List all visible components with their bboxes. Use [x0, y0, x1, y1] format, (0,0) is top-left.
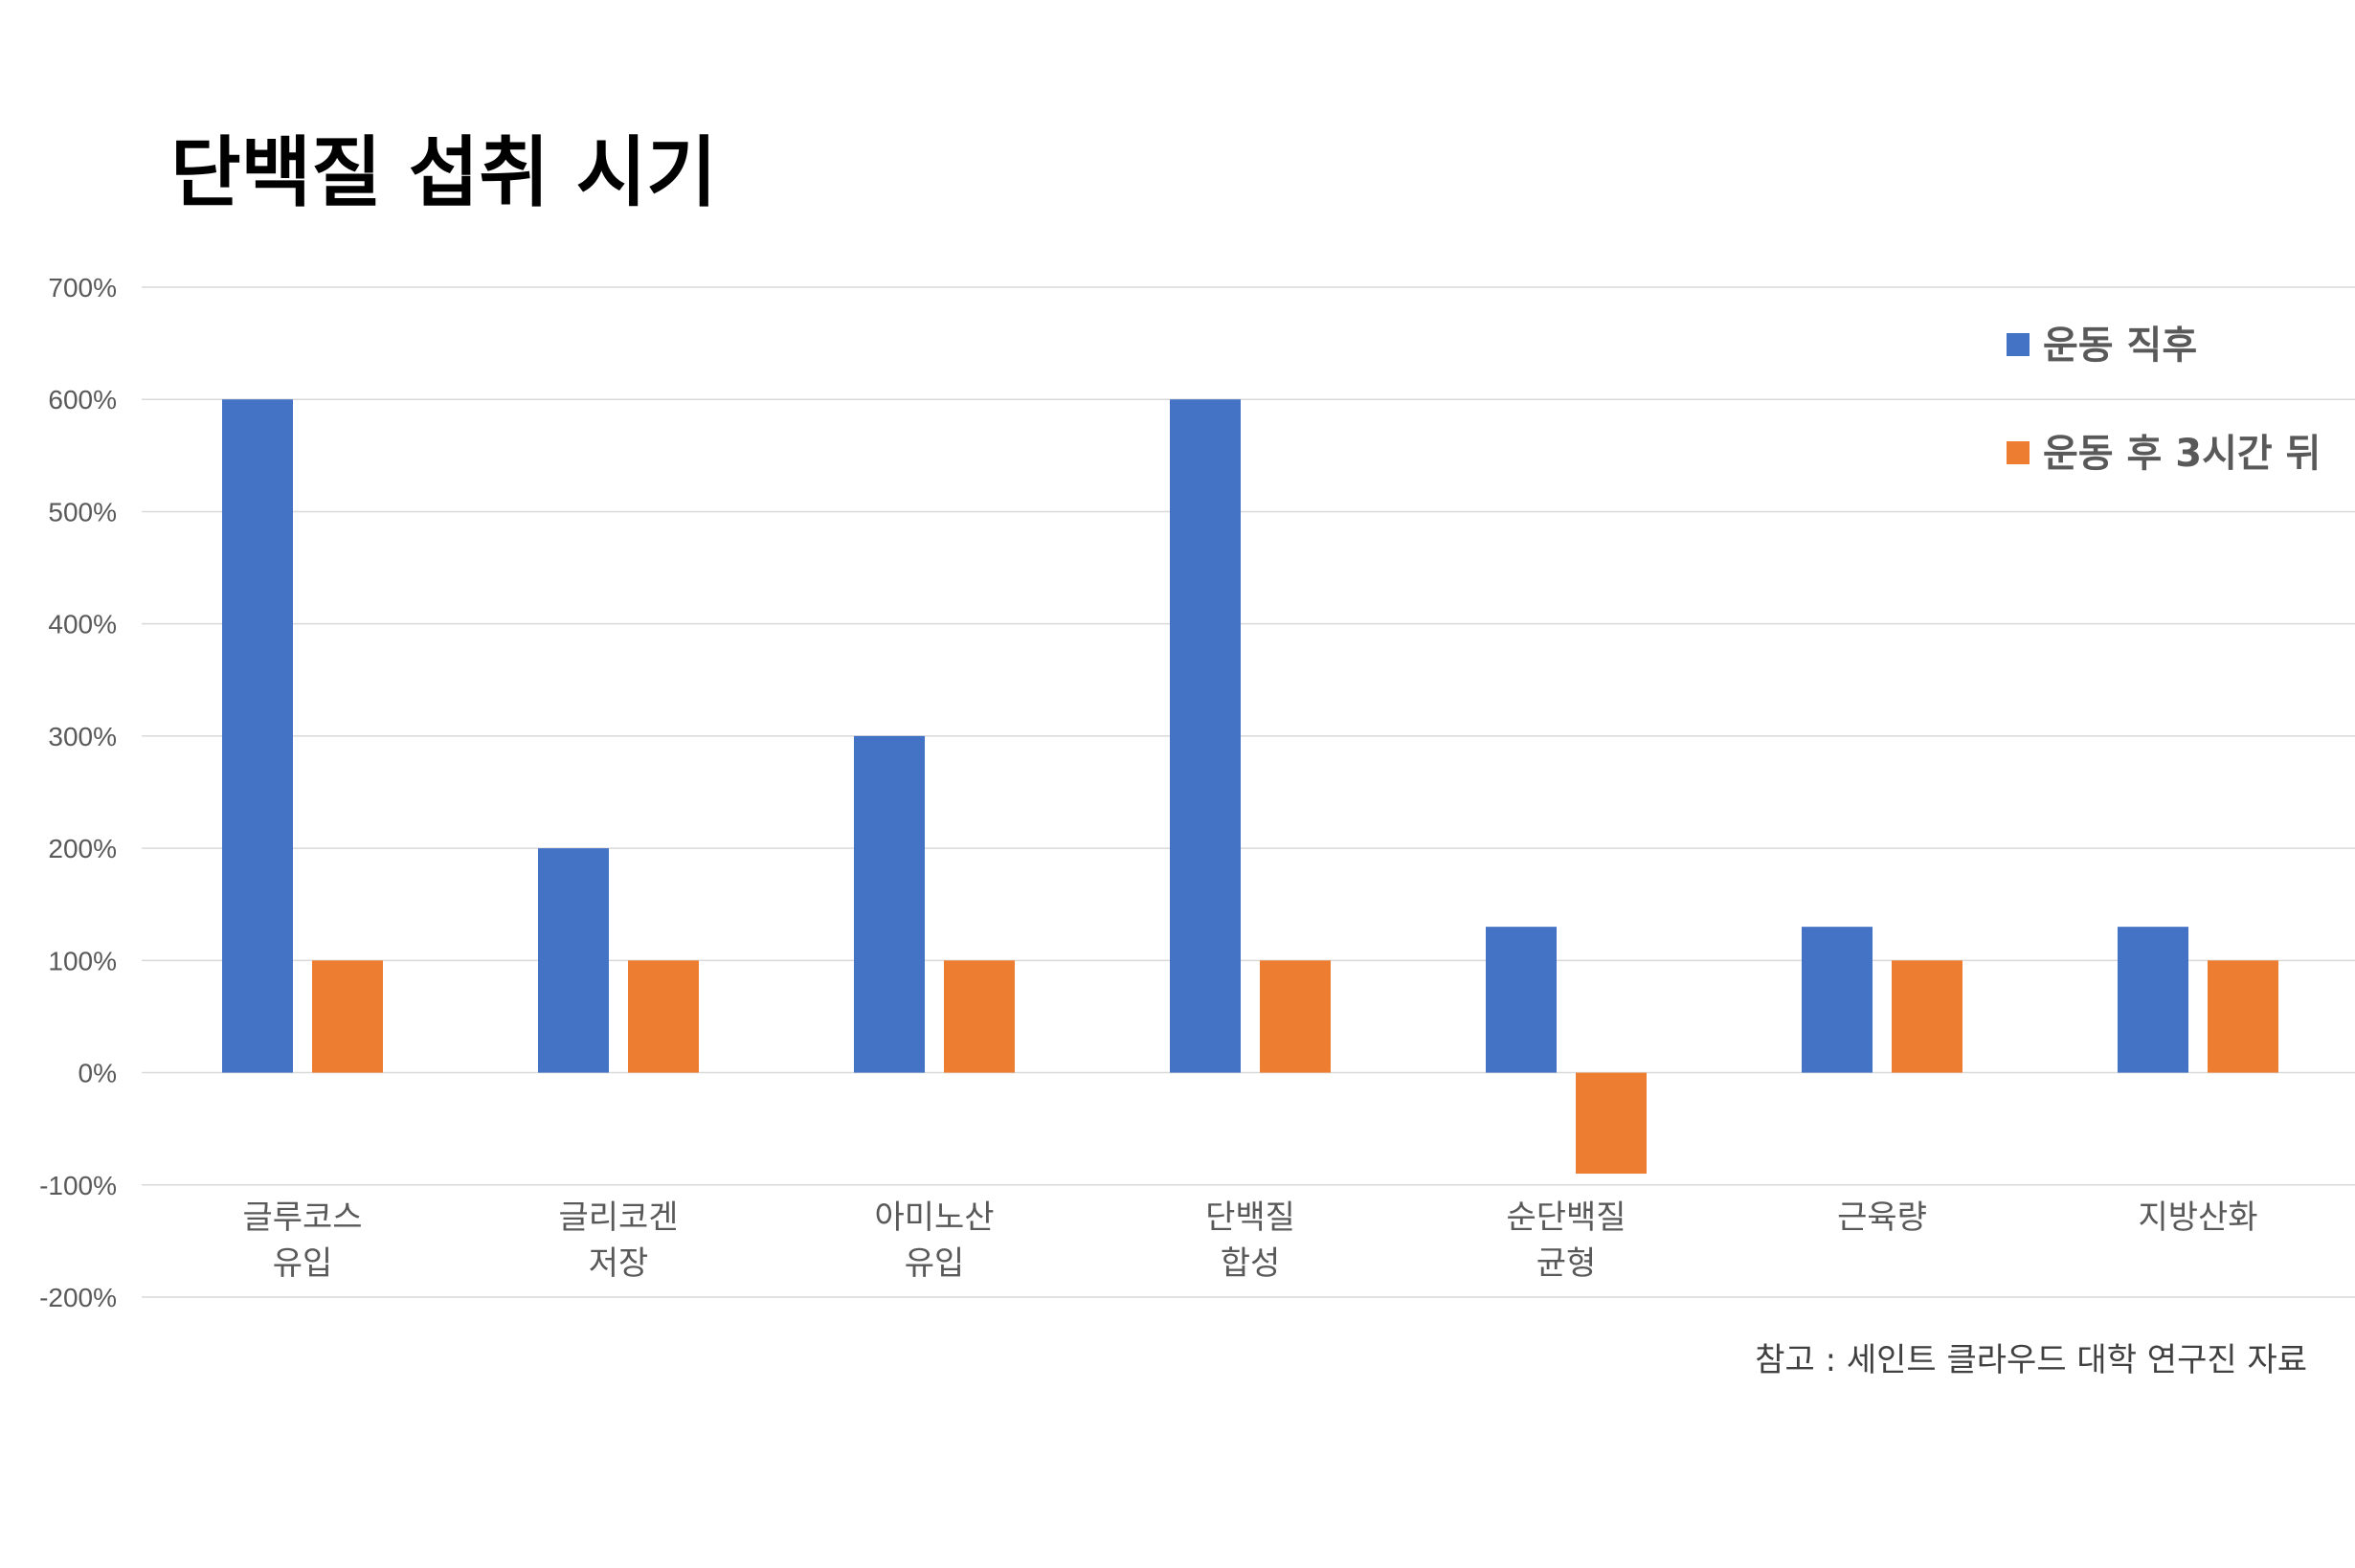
- y-tick-label: 700%: [48, 273, 117, 302]
- bar-series2: [1576, 1072, 1647, 1175]
- bar-series2: [2208, 960, 2278, 1073]
- category-label: 아미노산: [874, 1198, 994, 1237]
- legend-swatch: [2007, 333, 2030, 356]
- y-axis-ticks: 700% 600% 500% 400% 300% 200% 100% 0% -100% -200%: [39, 273, 117, 1312]
- bar-series1: [222, 399, 293, 1073]
- bar-series1: [538, 848, 609, 1073]
- category-label: 글루코스: [242, 1198, 362, 1237]
- category-label: 합성: [1221, 1244, 1281, 1283]
- legend-swatch: [2007, 441, 2030, 464]
- bar-series2: [312, 960, 383, 1073]
- bar-series1: [1486, 927, 1557, 1073]
- category-label: 글리코겐: [558, 1198, 678, 1237]
- category-label: 근육량: [1837, 1198, 1927, 1237]
- category-label: 순단백질: [1506, 1198, 1626, 1237]
- bar-series1: [2118, 927, 2188, 1073]
- y-tick-label: 500%: [48, 497, 117, 526]
- category-label: 유입: [905, 1244, 965, 1283]
- category-label: 균형: [1536, 1244, 1597, 1283]
- bar-series2: [1260, 960, 1331, 1073]
- y-tick-label: -200%: [39, 1283, 117, 1312]
- bar-series1: [1170, 399, 1241, 1073]
- bar-series1: [854, 735, 925, 1073]
- y-tick-label: 200%: [48, 834, 117, 863]
- bar-series2: [1892, 960, 1962, 1073]
- y-tick-label: 0%: [78, 1059, 117, 1088]
- category-label: 유입: [273, 1244, 333, 1283]
- y-tick-label: 100%: [48, 946, 117, 975]
- gridlines: [142, 286, 2355, 1298]
- chart-title: 단백질 섭취 시기: [170, 128, 717, 217]
- legend-label: 운동 후 3시간 뒤: [2043, 432, 2321, 476]
- bar-series2: [944, 960, 1015, 1073]
- y-tick-label: 300%: [48, 722, 117, 751]
- y-tick-label: 600%: [48, 385, 117, 414]
- category-label: 지방산화: [2138, 1198, 2257, 1237]
- source-note: 참고 : 세인트 클라우드 대학 연구진 자료: [1755, 1341, 2307, 1379]
- category-label: 단백질: [1205, 1198, 1295, 1237]
- bar-series2: [628, 960, 699, 1073]
- y-tick-label: -100%: [39, 1171, 117, 1200]
- y-tick-label: 400%: [48, 610, 117, 639]
- category-label: 저장: [589, 1244, 649, 1283]
- bar-series1: [1802, 927, 1873, 1073]
- bars: [222, 399, 2278, 1175]
- legend-label: 운동 직후: [2043, 324, 2197, 368]
